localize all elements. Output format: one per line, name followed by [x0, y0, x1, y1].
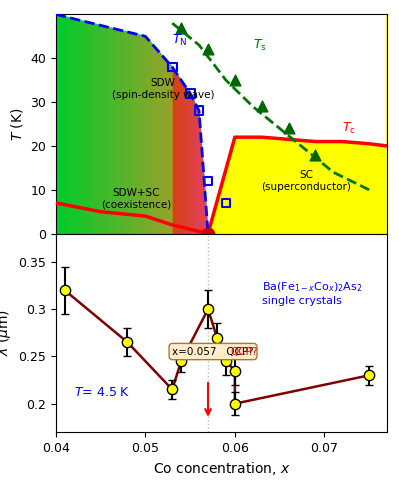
Text: QCP?: QCP? [230, 347, 258, 357]
Point [61, 287, 68, 294]
Point [223, 357, 229, 365]
Point [232, 400, 238, 408]
Point [205, 305, 211, 313]
Point [124, 338, 130, 346]
Point [285, 125, 292, 132]
Point [232, 367, 238, 374]
X-axis label: Co concentration, $\mathbf{\it{x}}$: Co concentration, $\mathbf{\it{x}}$ [152, 460, 290, 477]
Point [214, 334, 220, 341]
Y-axis label: $T$ (K): $T$ (K) [9, 107, 25, 141]
Point [205, 230, 211, 238]
Point [232, 76, 238, 84]
Text: x=0.057   QCP?: x=0.057 QCP? [172, 347, 254, 357]
Point [169, 385, 176, 393]
Text: $T$= 4.5 K: $T$= 4.5 K [74, 386, 130, 399]
Point [178, 24, 184, 31]
Point [169, 63, 176, 71]
Point [205, 46, 211, 53]
Point [312, 151, 319, 158]
Text: $T_{\mathrm{c}}$: $T_{\mathrm{c}}$ [342, 121, 356, 136]
Point [178, 357, 184, 365]
Text: $T_{\mathrm{N}}$: $T_{\mathrm{N}}$ [172, 33, 188, 48]
Text: SDW+SC
(coexistence): SDW+SC (coexistence) [101, 188, 172, 209]
Point [187, 89, 193, 97]
Point [259, 103, 265, 110]
Polygon shape [208, 14, 387, 234]
Point [223, 199, 229, 207]
Point [205, 177, 211, 185]
Polygon shape [56, 14, 208, 234]
Text: SC
(superconductor): SC (superconductor) [261, 170, 352, 192]
Point [196, 107, 202, 115]
Y-axis label: $\lambda$ ($\mu$m): $\lambda$ ($\mu$m) [0, 309, 13, 357]
Text: SDW
(spin-density wave): SDW (spin-density wave) [112, 78, 215, 100]
Text: Ba(Fe$_{1-x}$Co$_{x}$)$_{2}$As$_{2}$
single crystals: Ba(Fe$_{1-x}$Co$_{x}$)$_{2}$As$_{2}$ sin… [262, 281, 362, 306]
Text: $T_{\mathrm{s}}$: $T_{\mathrm{s}}$ [253, 37, 267, 53]
Point [366, 372, 372, 379]
